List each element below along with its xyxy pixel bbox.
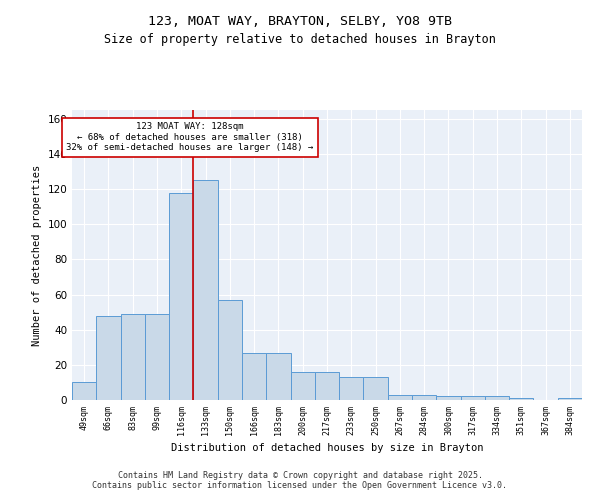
Bar — [485, 396, 509, 400]
Bar — [339, 377, 364, 400]
Text: Size of property relative to detached houses in Brayton: Size of property relative to detached ho… — [104, 32, 496, 46]
Text: 123 MOAT WAY: 128sqm
← 68% of detached houses are smaller (318)
32% of semi-deta: 123 MOAT WAY: 128sqm ← 68% of detached h… — [66, 122, 313, 152]
Bar — [218, 300, 242, 400]
Bar — [364, 377, 388, 400]
Bar — [315, 372, 339, 400]
Bar — [412, 394, 436, 400]
Text: Contains HM Land Registry data © Crown copyright and database right 2025.
Contai: Contains HM Land Registry data © Crown c… — [92, 470, 508, 490]
Bar — [242, 352, 266, 400]
Bar — [145, 314, 169, 400]
Bar — [509, 398, 533, 400]
Bar — [96, 316, 121, 400]
Bar — [266, 352, 290, 400]
Y-axis label: Number of detached properties: Number of detached properties — [32, 164, 42, 346]
X-axis label: Distribution of detached houses by size in Brayton: Distribution of detached houses by size … — [171, 443, 483, 453]
Bar — [388, 394, 412, 400]
Bar — [72, 382, 96, 400]
Bar — [290, 372, 315, 400]
Bar — [461, 396, 485, 400]
Bar — [436, 396, 461, 400]
Bar — [169, 192, 193, 400]
Bar — [558, 398, 582, 400]
Bar — [121, 314, 145, 400]
Text: 123, MOAT WAY, BRAYTON, SELBY, YO8 9TB: 123, MOAT WAY, BRAYTON, SELBY, YO8 9TB — [148, 15, 452, 28]
Bar — [193, 180, 218, 400]
